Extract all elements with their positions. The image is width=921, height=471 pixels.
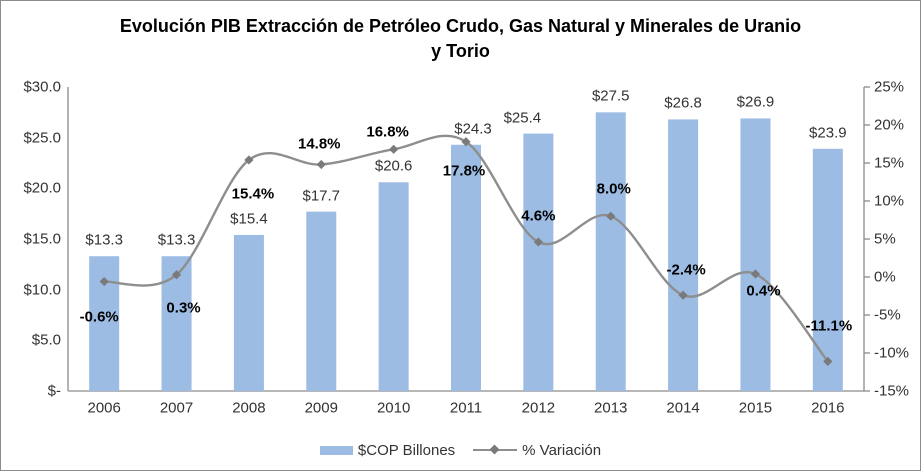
percent-label-2006: -0.6% bbox=[79, 308, 119, 326]
percent-label-2009: 14.8% bbox=[297, 135, 341, 153]
line-marker-2009 bbox=[316, 159, 326, 170]
left-axis-label-$25.0: $25.0 bbox=[23, 129, 61, 147]
percent-label-2008: 15.4% bbox=[231, 185, 275, 203]
legend-bar-label: $COP Billones bbox=[357, 441, 456, 459]
x-axis-label-2016: 2016 bbox=[811, 399, 845, 417]
legend-item-line: % Variación bbox=[473, 442, 601, 459]
bar-2009 bbox=[306, 211, 337, 391]
bar-2013 bbox=[595, 112, 626, 391]
diamond-marker-icon bbox=[489, 444, 500, 455]
chart-title-line1: Evolución PIB Extracción de Petróleo Cru… bbox=[119, 16, 802, 36]
bar-value-label-2015: $26.9 bbox=[736, 93, 775, 111]
x-axis-label-2009: 2009 bbox=[304, 399, 338, 417]
x-axis-label-2014: 2014 bbox=[666, 399, 700, 417]
right-axis-label-5%: 5% bbox=[874, 230, 896, 248]
bar-value-label-2012: $25.4 bbox=[503, 109, 542, 127]
bar-value-label-2010: $20.6 bbox=[374, 157, 413, 175]
x-axis-label-2013: 2013 bbox=[594, 399, 628, 417]
percent-label-2011: 17.8% bbox=[442, 162, 486, 180]
bar-value-label-2009: $17.7 bbox=[302, 187, 341, 205]
x-axis-label-2011: 2011 bbox=[449, 399, 483, 417]
right-axis-label--15%: -15% bbox=[874, 382, 910, 400]
bar-2014 bbox=[668, 119, 699, 391]
right-axis-label-0%: 0% bbox=[874, 268, 896, 286]
chart-title: Evolución PIB Extracción de Petróleo Cru… bbox=[1, 14, 920, 64]
x-axis-label-2010: 2010 bbox=[376, 399, 411, 417]
line-marker-2006 bbox=[99, 276, 109, 287]
left-axis-label-$5.0: $5.0 bbox=[31, 331, 61, 349]
bar-2011 bbox=[451, 144, 481, 391]
line-marker-2010 bbox=[389, 144, 399, 154]
bar-2015 bbox=[740, 118, 771, 391]
x-axis-label-2012: 2012 bbox=[521, 399, 556, 417]
legend-line-label: % Variación bbox=[522, 441, 602, 459]
line-marker-2016 bbox=[823, 356, 833, 366]
bar-value-label-2008: $15.4 bbox=[230, 210, 268, 228]
right-axis-label--10%: -10% bbox=[874, 344, 910, 362]
x-axis-label-2015: 2015 bbox=[738, 399, 773, 417]
bar-value-label-2016: $23.9 bbox=[809, 124, 847, 142]
line-series-swatch bbox=[473, 444, 518, 455]
line-marker-2014 bbox=[678, 290, 688, 300]
bar-value-label-2006: $13.3 bbox=[85, 231, 123, 249]
right-axis-label-25%: 25% bbox=[874, 78, 905, 96]
left-axis-label-$-: $- bbox=[47, 382, 61, 400]
percent-label-2012: 4.6% bbox=[521, 207, 556, 225]
right-axis-label-20%: 20% bbox=[874, 116, 905, 134]
bar-2012 bbox=[523, 133, 554, 391]
line-marker-2011 bbox=[461, 137, 471, 147]
left-axis-label-$15.0: $15.0 bbox=[23, 230, 61, 248]
bar-value-label-2007: $13.3 bbox=[157, 231, 196, 249]
line-marker-2007 bbox=[171, 270, 182, 280]
left-axis-label-$20.0: $20.0 bbox=[23, 179, 61, 197]
percent-label-2016: -11.1% bbox=[805, 317, 853, 335]
x-axis-label-2008: 2008 bbox=[232, 399, 266, 417]
x-axis-label-2007: 2007 bbox=[159, 399, 194, 417]
legend-item-bar: $COP Billones bbox=[319, 441, 456, 459]
left-axis-label-$10.0: $10.0 bbox=[23, 281, 61, 299]
line-marker-2013 bbox=[606, 211, 616, 221]
bar-series-swatch bbox=[319, 445, 353, 455]
left-axis-label-$30.0: $30.0 bbox=[23, 78, 61, 96]
line-marker-2015 bbox=[750, 269, 761, 279]
line-marker-2008 bbox=[244, 155, 254, 165]
x-axis-label-2006: 2006 bbox=[87, 399, 121, 417]
percent-label-2010: 16.8% bbox=[366, 123, 409, 141]
percent-label-2015: 0.4% bbox=[746, 282, 781, 300]
bar-2008 bbox=[233, 234, 264, 391]
variation-line bbox=[104, 134, 829, 363]
line-marker-2012 bbox=[533, 237, 543, 247]
bar-2010 bbox=[378, 182, 409, 391]
right-axis-label--5%: -5% bbox=[874, 306, 901, 324]
right-axis-label-15%: 15% bbox=[874, 154, 905, 172]
bar-2016 bbox=[812, 148, 843, 391]
right-axis-label-10%: 10% bbox=[874, 192, 905, 210]
bar-value-label-2014: $26.8 bbox=[664, 94, 702, 112]
percent-label-2013: 8.0% bbox=[596, 180, 631, 198]
percent-label-2007: 0.3% bbox=[166, 299, 201, 317]
legend: $COP Billones % Variación bbox=[1, 441, 920, 459]
bar-value-label-2011: $24.3 bbox=[454, 120, 492, 138]
bar-value-label-2013: $27.5 bbox=[591, 87, 630, 105]
percent-label-2014: -2.4% bbox=[666, 261, 706, 279]
chart-title-line2: y Torio bbox=[431, 41, 490, 61]
